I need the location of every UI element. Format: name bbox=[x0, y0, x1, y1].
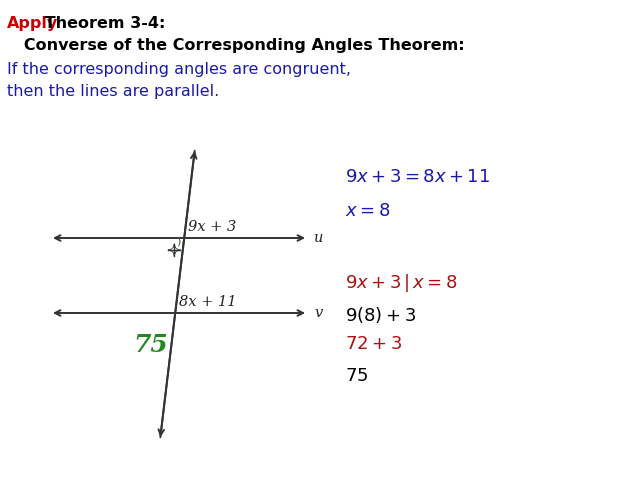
Text: Converse of the Corresponding Angles Theorem:: Converse of the Corresponding Angles The… bbox=[7, 38, 465, 53]
Text: Apply: Apply bbox=[7, 16, 58, 31]
Text: $9(8) + 3$: $9(8) + 3$ bbox=[345, 305, 416, 325]
Text: $x = 8$: $x = 8$ bbox=[345, 202, 390, 220]
Text: then the lines are parallel.: then the lines are parallel. bbox=[7, 84, 220, 99]
Text: 8x + 11: 8x + 11 bbox=[179, 295, 237, 309]
Text: $75$: $75$ bbox=[345, 367, 369, 385]
Text: If the corresponding angles are congruent,: If the corresponding angles are congruen… bbox=[7, 62, 351, 77]
Text: 75: 75 bbox=[133, 333, 168, 357]
Text: u: u bbox=[314, 231, 323, 245]
Text: $9x + 3 = 8x + 11$: $9x + 3 = 8x + 11$ bbox=[345, 168, 490, 186]
Text: $72 + 3$: $72 + 3$ bbox=[345, 335, 402, 353]
Text: ): ) bbox=[176, 236, 180, 246]
Text: Theorem 3-4:: Theorem 3-4: bbox=[39, 16, 165, 31]
Text: v: v bbox=[314, 306, 323, 320]
Text: 9x + 3: 9x + 3 bbox=[188, 220, 236, 234]
Text: $9x + 3\,|\,x = 8$: $9x + 3\,|\,x = 8$ bbox=[345, 272, 458, 294]
